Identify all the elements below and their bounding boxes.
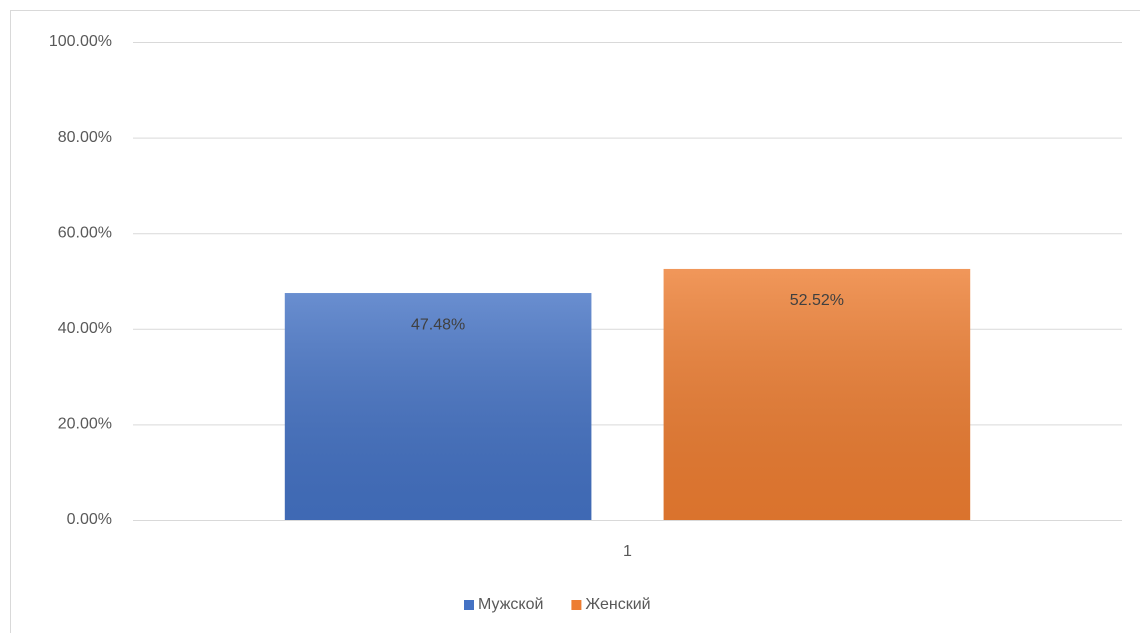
- legend-label: Мужской: [478, 596, 543, 613]
- data-label: 47.48%: [411, 316, 465, 333]
- y-tick-label: 40.00%: [58, 320, 112, 337]
- y-tick-label: 80.00%: [58, 129, 112, 146]
- y-tick-label: 60.00%: [58, 224, 112, 241]
- x-tick-label: 1: [623, 543, 632, 560]
- y-tick-label: 20.00%: [58, 416, 112, 433]
- y-tick-label: 0.00%: [67, 511, 112, 528]
- legend-swatch: [464, 600, 474, 610]
- legend-swatch: [571, 600, 582, 610]
- y-tick-label: 100.00%: [49, 33, 112, 50]
- data-label: 52.52%: [790, 292, 844, 309]
- legend-label: Женский: [585, 596, 650, 613]
